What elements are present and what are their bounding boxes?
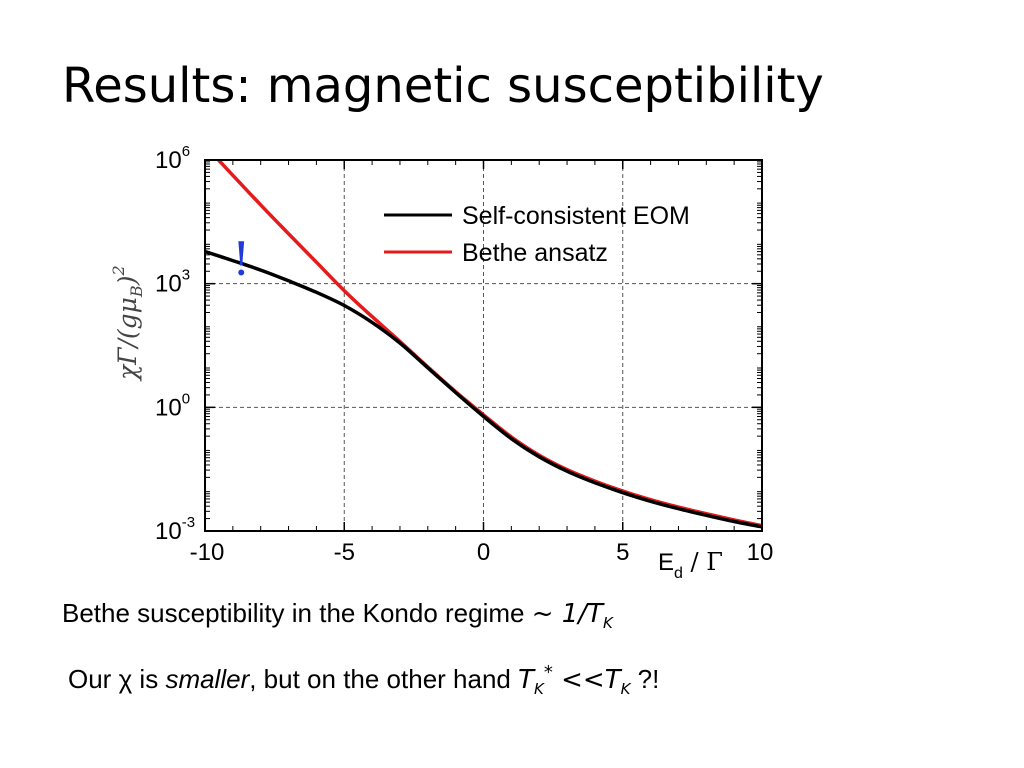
y-tick-label: 10-3 — [155, 514, 195, 545]
slide-title: Results: magnetic susceptibility — [62, 58, 824, 114]
legend-label-self-consistent-eom: Self-consistent EOM — [462, 202, 690, 230]
series-lines — [205, 160, 762, 529]
x-tick-label: 0 — [477, 539, 490, 566]
caption-our-chi: Our χ is smaller, but on the other hand … — [68, 662, 660, 698]
legend-label-bethe-ansatz: Bethe ansatz — [462, 239, 608, 267]
axis-ticks: -10 -5 0 5 10 106 103 100 10-3 — [155, 143, 773, 566]
y-axis-label: χΓ/(gμB)2 — [109, 265, 146, 382]
y-tick-label: 103 — [155, 267, 190, 298]
x-axis-label: Ed / Γ — [658, 548, 723, 582]
exclamation-mark: ! — [232, 232, 251, 286]
y-tick-label: 100 — [155, 390, 190, 421]
y-tick-label: 106 — [155, 143, 190, 174]
legend: Self-consistent EOM Bethe ansatz — [384, 202, 690, 267]
x-tick-label: -5 — [334, 539, 355, 566]
chart: -10 -5 0 5 10 106 103 100 10-3 Self-consistent E… — [109, 143, 773, 582]
x-tick-label: 5 — [616, 539, 629, 566]
x-tick-label: -10 — [190, 539, 225, 566]
x-tick-label: 10 — [747, 539, 774, 566]
series-line-self-consistent-eom — [205, 249, 762, 529]
caption-bethe-susceptibility: Bethe susceptibility in the Kondo regime… — [62, 598, 613, 632]
